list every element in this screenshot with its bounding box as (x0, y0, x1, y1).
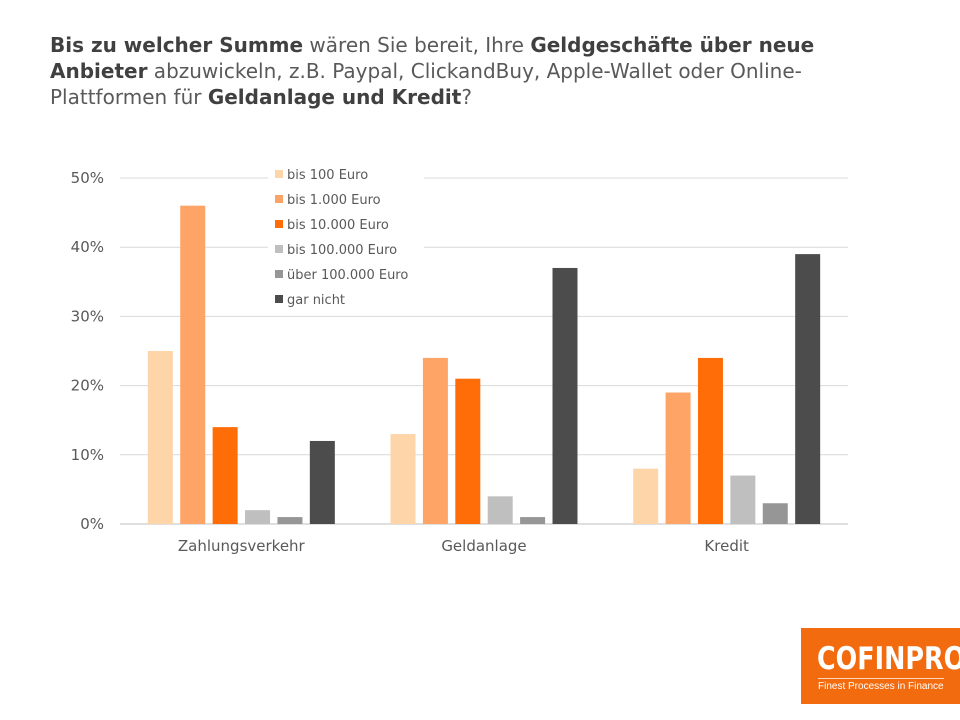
bar (665, 392, 691, 524)
legend-label: gar nicht (287, 293, 345, 308)
y-tick-label: 0% (80, 515, 104, 533)
x-tick-label: Kredit (704, 537, 749, 555)
cofinpro-logo: COFINPRO Finest Processes in Finance (801, 628, 960, 704)
legend-swatch (275, 295, 283, 303)
bar (390, 434, 416, 524)
title-part: abzuwickeln, z.B. Paypal, ClickandBuy, A… (50, 59, 802, 109)
legend-swatch (275, 170, 283, 178)
legend-box (268, 162, 424, 314)
legend-label: bis 100 Euro (287, 168, 368, 183)
y-tick-label: 40% (71, 238, 104, 256)
bar (245, 510, 271, 524)
bar (277, 517, 303, 524)
bar (422, 357, 448, 524)
bar (520, 517, 546, 524)
bar (762, 503, 788, 524)
bar (730, 475, 756, 524)
legend-label: bis 100.000 Euro (287, 243, 397, 258)
slide-title: Bis zu welcher Summe wären Sie bereit, I… (50, 32, 910, 110)
legend-swatch (275, 245, 283, 253)
y-tick-label: 30% (71, 307, 104, 325)
legend-label: über 100.000 Euro (287, 268, 408, 283)
legend-label: bis 10.000 Euro (287, 218, 389, 233)
bar (795, 254, 821, 524)
bar (309, 440, 335, 524)
title-part: ? (461, 85, 472, 109)
y-tick-label: 50% (71, 169, 104, 187)
x-tick-label: Geldanlage (441, 537, 526, 555)
bar (697, 357, 723, 524)
x-tick-label: Zahlungsverkehr (178, 537, 306, 555)
bar (455, 378, 481, 524)
legend-swatch (275, 220, 283, 228)
y-tick-label: 10% (71, 446, 104, 464)
bar (487, 496, 513, 524)
logo-tagline: Finest Processes in Finance (818, 681, 944, 692)
title-part: wären Sie bereit, Ihre (303, 33, 531, 57)
logo-divider (818, 678, 944, 679)
legend-swatch (275, 195, 283, 203)
y-tick-label: 20% (71, 377, 104, 395)
bar (147, 351, 173, 524)
title-part: Geldanlage und Kredit (207, 85, 462, 109)
legend-swatch (275, 270, 283, 278)
bar (212, 427, 238, 524)
legend-label: bis 1.000 Euro (287, 193, 381, 208)
title-part: Geldgeschäfte über neue Anbieter (50, 33, 815, 83)
bar (633, 468, 659, 524)
bar (552, 267, 578, 524)
logo-wordmark: COFINPRO (817, 641, 960, 677)
title-part: Bis zu welcher Summe (50, 33, 304, 57)
bar (180, 205, 206, 524)
